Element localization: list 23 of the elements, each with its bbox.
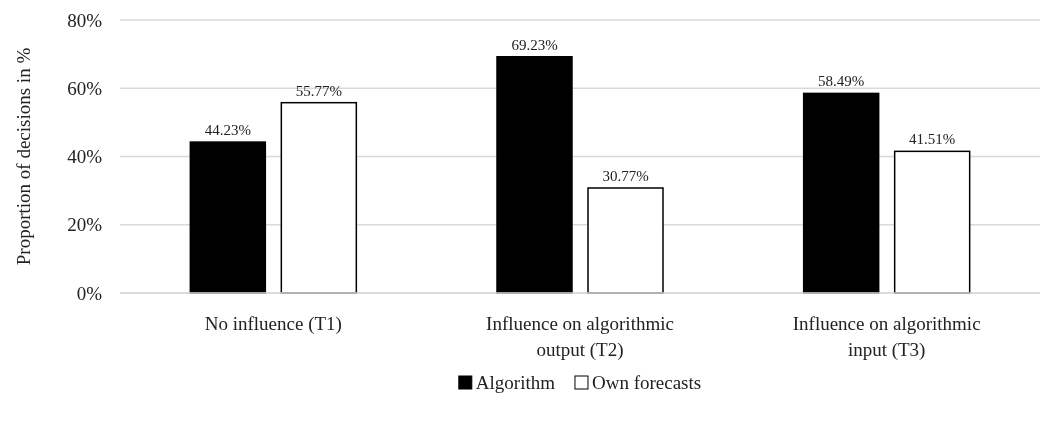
legend-label: Own forecasts — [591, 372, 702, 393]
bar — [587, 187, 664, 294]
x-tick-label: Influence on algorithmic input (T3) — [792, 313, 981, 361]
data-label: 41.51% — [909, 131, 956, 148]
y-tick-label: 60% — [67, 77, 103, 99]
data-label: 69.23% — [511, 36, 558, 53]
y-tick-label: 20% — [67, 214, 103, 236]
data-label: 44.23% — [204, 122, 251, 139]
y-tick-label: 0% — [76, 282, 103, 304]
y-axis-title: Proportion of decisions in % — [13, 47, 34, 266]
bar — [496, 56, 573, 294]
legend-label: Algorithm — [475, 372, 556, 393]
x-tick-label: No influence (T1) — [204, 313, 342, 335]
y-tick-label: 40% — [67, 146, 103, 168]
y-tick-label: 80% — [67, 9, 103, 31]
bar — [802, 92, 880, 294]
data-label: 30.77% — [602, 168, 649, 184]
x-tick-label: Influence on algorithmic output (T2) — [486, 313, 674, 361]
bar — [189, 141, 267, 294]
bar — [893, 150, 971, 294]
bar — [280, 101, 358, 294]
data-label: 55.77% — [295, 82, 342, 99]
data-label: 58.49% — [818, 73, 865, 90]
